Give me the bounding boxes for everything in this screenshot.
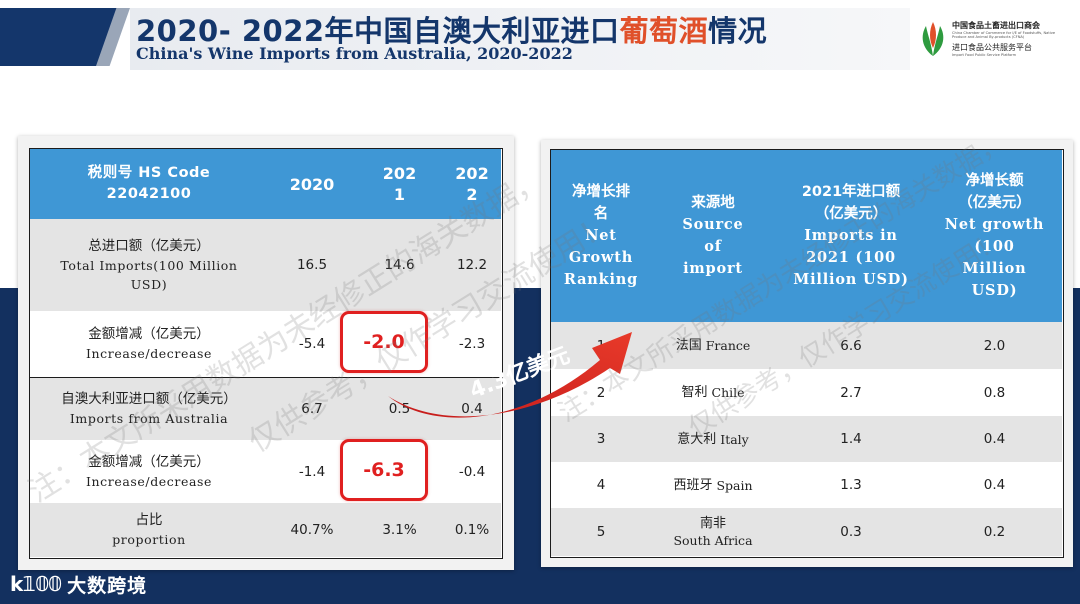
table-row: 总进口额（亿美元） Total Imports(100 Million USD) … bbox=[30, 219, 501, 311]
logo-text-en-2: Import Food Public Service Platform bbox=[952, 53, 1017, 57]
logo-text-cn-2: 进口食品公共服务平台 bbox=[952, 43, 1032, 52]
highlight-2021-australia-change: -6.3 bbox=[340, 439, 428, 501]
net-growth-ranking-table: 净增长排名 Net Growth Ranking 来源地 Source of impor… bbox=[550, 149, 1064, 558]
table-row: 4 西班牙 Spain 1.3 0.4 bbox=[551, 462, 1062, 508]
header-decoration bbox=[0, 8, 130, 66]
table-row: 占比 proportion 40.7% 3.1% 0.1% bbox=[30, 503, 501, 557]
table-row: 自澳大利亚进口额（亿美元） Imports from Australia 6.7 … bbox=[30, 378, 501, 440]
header-hs-code: 税则号 HS Code 22042100 bbox=[87, 165, 211, 202]
header-strip bbox=[130, 8, 910, 70]
table-header-row: 净增长排名 Net Growth Ranking 来源地 Source of impor… bbox=[551, 150, 1062, 322]
left-panel: 税则号 HS Code 22042100 2020 202 1 202 2 总进口额… bbox=[18, 136, 514, 570]
brand-text: 大数跨境 bbox=[67, 574, 148, 597]
row-divider bbox=[30, 377, 501, 379]
table-row: 3 意大利 Italy 1.4 0.4 bbox=[551, 416, 1062, 462]
cfna-logo: 中国食品土畜进出口商会 China Chamber of Commerce fo… bbox=[918, 16, 1068, 62]
highlight-2021-total-change: -2.0 bbox=[340, 311, 428, 373]
page-title: 2020- 2022年中国自澳大利亚进口葡萄酒情况 bbox=[136, 14, 768, 48]
header-source: 来源地 Source of import bbox=[682, 195, 744, 277]
table-row: 2 智利 Chile 2.7 0.8 bbox=[551, 369, 1062, 416]
red-arrow-icon bbox=[388, 332, 632, 418]
header-net-growth: 净增长额 （亿美元） Net growth (100 Million USD) bbox=[944, 173, 1045, 299]
table-header-row: 税则号 HS Code 22042100 2020 202 1 202 2 bbox=[30, 149, 501, 219]
page-subtitle: China's Wine Imports from Australia, 202… bbox=[136, 44, 573, 63]
leaf-logo-icon bbox=[922, 22, 944, 56]
logo-text-en: China Chamber of Commerce for I/E of Foo… bbox=[952, 31, 1056, 40]
header-2021: 202 1 bbox=[382, 164, 417, 204]
brand-mark-icon: k𝟙𝟘𝟘 bbox=[10, 572, 62, 596]
header-2020: 2020 bbox=[289, 174, 335, 194]
table-row: 金额增减（亿美元） Increase/decrease -1.4 -0.4 bbox=[30, 440, 501, 503]
header-rank: 净增长排名 Net Growth Ranking bbox=[563, 184, 639, 288]
brand-logo: k𝟙𝟘𝟘 大数跨境 bbox=[10, 570, 147, 598]
table-row: 5 南非 South Africa 0.3 0.2 bbox=[551, 508, 1062, 556]
china-wine-imports-table: 税则号 HS Code 22042100 2020 202 1 202 2 总进口额… bbox=[29, 148, 503, 559]
header-2022: 202 2 bbox=[455, 164, 489, 204]
logo-text-cn: 中国食品土畜进出口商会 bbox=[952, 21, 1040, 30]
header-imports-2021: 2021年进口额 （亿美元） Imports in 2021 (100 Million… bbox=[793, 184, 909, 288]
right-panel: 净增长排名 Net Growth Ranking 来源地 Source of impor… bbox=[541, 140, 1073, 567]
